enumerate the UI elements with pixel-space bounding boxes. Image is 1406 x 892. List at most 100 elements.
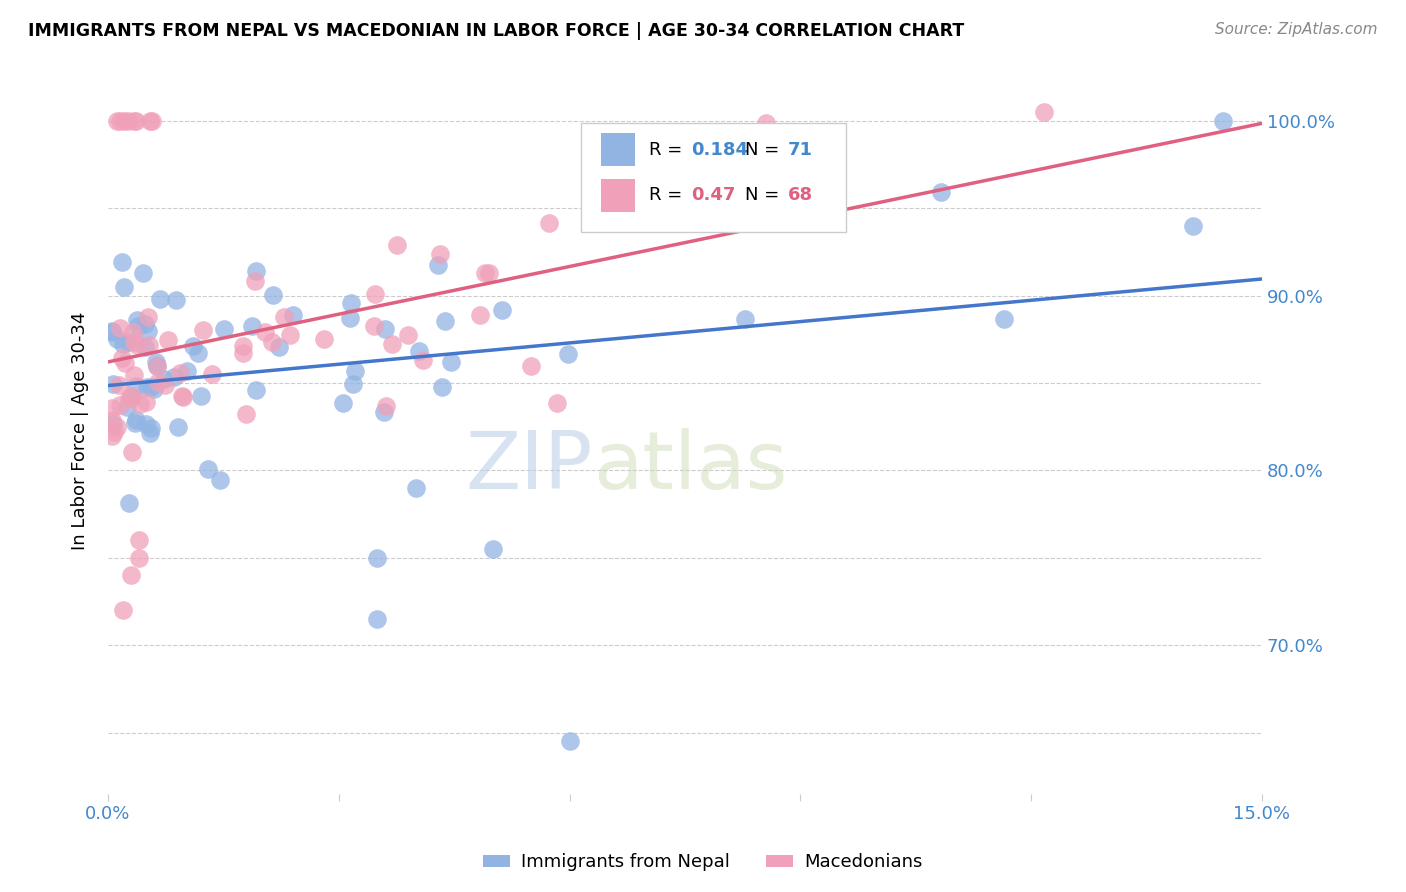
Point	[129, 397, 152, 411]
Point	[122, 114, 145, 128]
Point	[153, 378, 176, 392]
Point	[262, 334, 284, 349]
Point	[433, 313, 456, 327]
Point	[755, 116, 778, 130]
Point	[931, 186, 953, 200]
Point	[408, 344, 430, 359]
Text: 0.47: 0.47	[690, 186, 735, 204]
Point	[125, 412, 148, 426]
Point	[366, 612, 388, 626]
Point	[546, 396, 568, 410]
Point	[538, 216, 561, 230]
Text: ZIP: ZIP	[465, 428, 593, 507]
Point	[491, 303, 513, 318]
Point	[111, 351, 134, 365]
Point	[235, 407, 257, 421]
Point	[107, 378, 129, 392]
Legend: Immigrants from Nepal, Macedonians: Immigrants from Nepal, Macedonians	[477, 847, 929, 879]
Point	[149, 292, 172, 306]
Point	[101, 325, 124, 339]
Point	[766, 194, 789, 208]
Point	[101, 417, 124, 431]
Point	[163, 369, 186, 384]
Point	[278, 328, 301, 343]
Point	[122, 368, 145, 383]
Point	[191, 323, 214, 337]
Point	[340, 296, 363, 310]
Point	[125, 379, 148, 393]
Point	[343, 363, 366, 377]
Point	[115, 401, 138, 415]
Point	[146, 376, 169, 390]
Point	[121, 445, 143, 459]
Point	[125, 312, 148, 326]
Point	[993, 312, 1015, 326]
Point	[122, 334, 145, 349]
Point	[474, 266, 496, 280]
Text: N =: N =	[745, 141, 785, 159]
Point	[167, 420, 190, 434]
Text: Source: ZipAtlas.com: Source: ZipAtlas.com	[1215, 22, 1378, 37]
Point	[165, 293, 187, 307]
Point	[1212, 114, 1234, 128]
Point	[201, 368, 224, 382]
Point	[342, 376, 364, 391]
Point	[157, 333, 180, 347]
Point	[121, 389, 143, 403]
Point	[262, 288, 284, 302]
Point	[139, 421, 162, 435]
Point	[375, 399, 398, 413]
Point	[281, 308, 304, 322]
Point	[520, 359, 543, 373]
Point	[254, 325, 277, 339]
Point	[111, 337, 134, 351]
Point	[135, 417, 157, 432]
Point	[120, 568, 142, 582]
Point	[172, 390, 194, 404]
Point	[134, 340, 156, 354]
Point	[141, 114, 163, 128]
Point	[117, 114, 139, 128]
Point	[108, 398, 131, 412]
Point	[385, 238, 408, 252]
Point	[412, 352, 434, 367]
Text: R =: R =	[650, 186, 688, 204]
Y-axis label: In Labor Force | Age 30-34: In Labor Force | Age 30-34	[72, 312, 89, 550]
Point	[339, 310, 361, 325]
Point	[170, 389, 193, 403]
Point	[183, 339, 205, 353]
Point	[132, 266, 155, 280]
Text: 0.184: 0.184	[690, 141, 748, 159]
FancyBboxPatch shape	[581, 123, 846, 232]
Point	[468, 308, 491, 322]
Text: atlas: atlas	[593, 428, 787, 507]
Text: IMMIGRANTS FROM NEPAL VS MACEDONIAN IN LABOR FORCE | AGE 30-34 CORRELATION CHART: IMMIGRANTS FROM NEPAL VS MACEDONIAN IN L…	[28, 22, 965, 40]
Point	[101, 429, 124, 443]
Point	[101, 401, 124, 415]
Point	[366, 550, 388, 565]
Point	[1181, 219, 1204, 233]
Point	[103, 425, 125, 440]
Point	[273, 310, 295, 324]
Point	[139, 380, 162, 394]
Point	[118, 496, 141, 510]
Bar	[600, 179, 636, 211]
Point	[110, 321, 132, 335]
Text: 71: 71	[787, 141, 813, 159]
Point	[128, 533, 150, 548]
Point	[245, 274, 267, 288]
Point	[111, 255, 134, 269]
Point	[429, 247, 451, 261]
Point	[557, 347, 579, 361]
Point	[138, 338, 160, 352]
Point	[136, 324, 159, 338]
Point	[124, 417, 146, 431]
Point	[481, 542, 503, 557]
Point	[245, 383, 267, 397]
Point	[121, 325, 143, 339]
Point	[101, 377, 124, 392]
Point	[125, 114, 148, 128]
Point	[332, 396, 354, 410]
Point	[430, 380, 453, 394]
Point	[108, 114, 131, 128]
